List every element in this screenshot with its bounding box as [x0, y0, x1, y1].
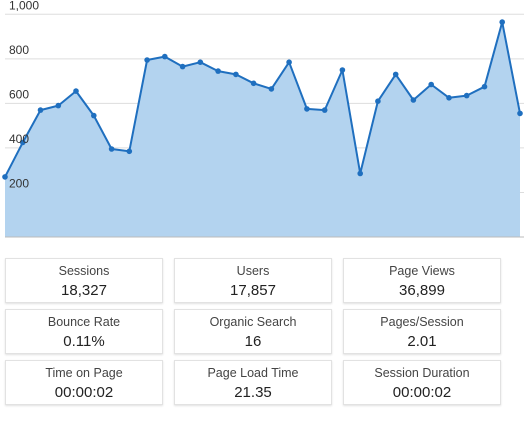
y-axis-ticks: 1,000 800 600 400 200 [9, 0, 39, 191]
data-point [499, 19, 506, 25]
data-point [233, 71, 239, 78]
data-point [428, 81, 435, 88]
data-point [2, 174, 8, 180]
data-point [126, 148, 133, 155]
data-point [197, 59, 204, 65]
stat-label: Bounce Rate [47, 315, 121, 329]
area-fill [5, 22, 520, 237]
data-point [55, 102, 62, 109]
y-tick-label: 400 [9, 132, 29, 146]
stat-value: 2.01 [407, 333, 437, 350]
stat-value: 18,327 [61, 282, 107, 299]
data-point [339, 67, 346, 73]
data-point [286, 59, 292, 65]
stat-value: 0.11% [63, 333, 105, 350]
stat-card-session-duration: Session Duration 00:00:02 [343, 360, 501, 405]
stat-value: 16 [244, 333, 262, 350]
data-point [108, 146, 115, 152]
data-point [162, 53, 168, 60]
data-point [20, 139, 26, 146]
stat-card-organic-search: Organic Search 16 [174, 309, 332, 354]
y-tick-label: 800 [9, 43, 29, 57]
stat-label: Users [236, 264, 270, 278]
y-tick-label: 600 [9, 87, 29, 101]
stat-card-page-views: Page Views 36,899 [343, 258, 501, 303]
data-point [144, 57, 150, 63]
data-point [410, 97, 417, 103]
stat-value: 21.35 [234, 384, 272, 401]
stat-value: 00:00:02 [54, 384, 114, 401]
data-points [2, 19, 523, 180]
data-point [250, 80, 257, 87]
stat-card-page-load-time: Page Load Time 21.35 [174, 360, 332, 405]
stat-label: Time on Page [45, 366, 123, 380]
stat-card-sessions: Sessions 18,327 [5, 258, 163, 303]
data-point [179, 63, 186, 70]
data-point [304, 106, 310, 112]
stat-value: 00:00:02 [392, 384, 452, 401]
data-point [215, 68, 221, 74]
data-point [321, 107, 328, 113]
stat-label: Session Duration [374, 366, 470, 380]
data-point [463, 92, 470, 99]
y-tick-label: 200 [9, 177, 29, 191]
data-point [357, 170, 364, 177]
stat-card-users: Users 17,857 [174, 258, 332, 303]
stat-label: Sessions [58, 264, 110, 278]
data-point [91, 112, 97, 119]
data-point [392, 71, 399, 78]
stat-card-bounce-rate: Bounce Rate 0.11% [5, 309, 163, 354]
stat-label: Organic Search [209, 315, 297, 329]
data-point [446, 95, 452, 101]
sessions-area-chart: 1,000 800 600 400 200 [2, 0, 524, 238]
data-point [37, 107, 44, 113]
series-line [4, 21, 521, 178]
stat-label: Pages/Session [380, 315, 464, 329]
data-point [73, 88, 79, 94]
data-point [517, 110, 523, 117]
data-point [481, 83, 488, 90]
data-point [268, 86, 275, 92]
data-point [375, 98, 381, 104]
stat-card-pages-per-session: Pages/Session 2.01 [343, 309, 501, 354]
y-tick-label: 1,000 [9, 0, 39, 12]
stat-value: 36,899 [399, 282, 445, 299]
stats-grid: Sessions 18,327 Users 17,857 Page Views … [5, 258, 524, 405]
stat-value: 17,857 [230, 282, 276, 299]
stat-card-time-on-page: Time on Page 00:00:02 [5, 360, 163, 405]
stat-label: Page Views [389, 264, 455, 278]
stat-label: Page Load Time [207, 366, 299, 380]
